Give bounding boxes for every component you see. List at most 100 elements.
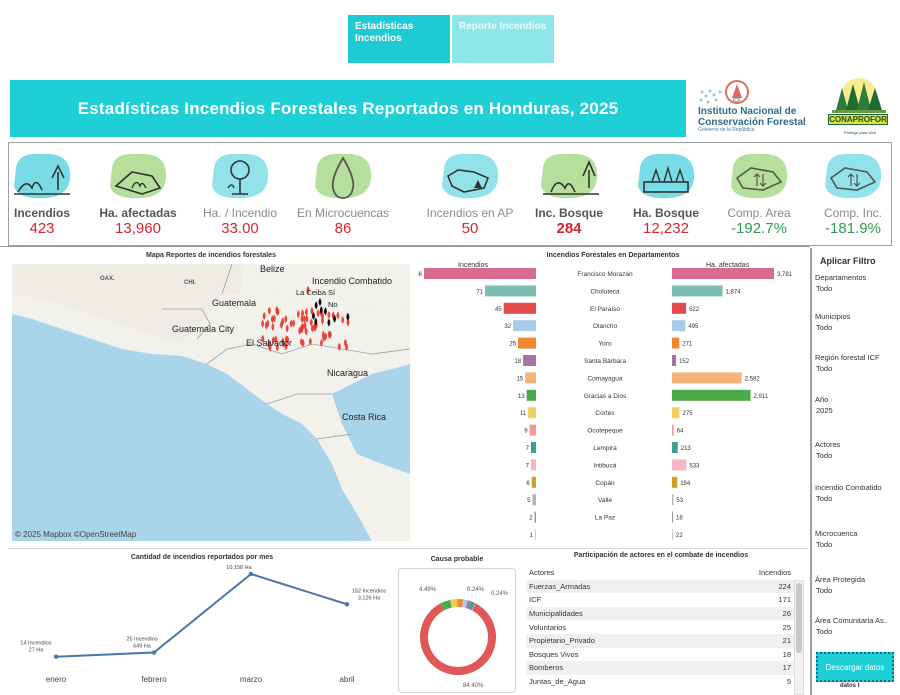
filter-label: Municipios bbox=[815, 312, 851, 321]
fire-marker bbox=[301, 309, 305, 318]
dept-ha-label: 2,582 bbox=[745, 376, 761, 382]
fire-marker-no bbox=[311, 312, 315, 321]
fire-marker bbox=[271, 322, 275, 331]
tab-reporte[interactable]: Reporte Incendios bbox=[452, 15, 554, 63]
dept-fires-bar bbox=[531, 476, 536, 488]
actor-name: Propietario_Privado bbox=[529, 636, 595, 646]
dept-fires-label: 13 bbox=[518, 394, 525, 400]
actors-row: Bosques Vivos 18 bbox=[526, 648, 794, 662]
dept-fires-bar bbox=[530, 459, 536, 471]
monthly-fires-label: 232 Incendios bbox=[222, 562, 256, 564]
map-label-nicaragua: Nicaragua bbox=[327, 368, 369, 378]
fire-marker-no bbox=[314, 301, 318, 310]
filter-dropdown[interactable]: Todo bbox=[816, 586, 833, 595]
kpi-ha-afectadas: Ha. afectadas 13,960 bbox=[88, 148, 188, 246]
actor-value: 171 bbox=[778, 595, 791, 605]
fire-map[interactable]: Belize OAX. CHI. Guatemala Guatemala Cit… bbox=[12, 264, 410, 541]
legend-marker-si bbox=[306, 286, 310, 294]
dept-ha-bar bbox=[672, 389, 751, 401]
fire-marker bbox=[316, 309, 320, 318]
filter-dropdown[interactable]: Todo bbox=[816, 323, 833, 332]
dept-name: Francisco Morazán bbox=[577, 271, 633, 278]
dept-name: Lempira bbox=[593, 445, 617, 452]
fire-marker bbox=[327, 330, 331, 339]
kpi-en-microcuencas: En Microcuencas 86 bbox=[293, 148, 393, 246]
kpi-comp-area: Comp. Area -192.7% bbox=[709, 148, 809, 246]
dept-fires-label: 15 bbox=[517, 376, 524, 382]
dept-fires-label: 7 bbox=[526, 463, 530, 469]
kpi-ha-incendio: Ha. / Incendio 33.00 bbox=[190, 148, 290, 246]
fire-markers bbox=[261, 286, 350, 352]
scroll-thumb[interactable] bbox=[796, 583, 802, 653]
dept-fires-bar bbox=[530, 442, 536, 453]
dept-name: Santa Bárbara bbox=[584, 358, 626, 365]
fire-marker bbox=[272, 314, 276, 323]
cause-slice bbox=[457, 599, 464, 608]
filter-dropdown[interactable]: Todo bbox=[816, 284, 833, 293]
filter-dropdown[interactable]: Todo bbox=[816, 364, 833, 373]
fire-marker-no bbox=[333, 314, 337, 323]
map-title: Mapa Reportes de incendios forestales bbox=[146, 252, 276, 259]
fire-marker bbox=[320, 316, 324, 325]
fire-marker bbox=[341, 316, 345, 325]
filter-label: Departamentos bbox=[815, 273, 867, 282]
map-credit: © 2025 Mapbox ©OpenStreetMap bbox=[15, 530, 137, 539]
actors-scrollbar[interactable] bbox=[794, 580, 804, 695]
actors-row: Voluntarios 25 bbox=[526, 620, 794, 634]
actors-row: Bomberos 17 bbox=[526, 661, 794, 675]
cause-slice bbox=[440, 599, 452, 611]
filter-dropdown[interactable]: 2025 bbox=[816, 406, 833, 415]
compare-area-icon bbox=[731, 153, 788, 199]
map-label-belize: Belize bbox=[260, 264, 285, 274]
fire-marker bbox=[296, 310, 300, 319]
conaprofor-name: CONAPROFOR bbox=[828, 114, 888, 125]
fire-marker-no bbox=[327, 318, 331, 327]
fire-marker bbox=[275, 306, 279, 315]
filter-label: Año bbox=[815, 395, 829, 404]
filter-dropdown[interactable]: Todo bbox=[816, 627, 833, 636]
actors-row: ICF 171 bbox=[526, 593, 794, 607]
cause-slice bbox=[468, 601, 475, 611]
actors-row: Fuerzas_Armadas 224 bbox=[526, 579, 794, 594]
dept-ha-label: 522 bbox=[689, 307, 700, 313]
dept-name: Gracias a Dios bbox=[584, 393, 627, 400]
monthly-point bbox=[248, 571, 254, 577]
monthly-axis-label: febrero bbox=[141, 675, 167, 684]
dept-fires-bar bbox=[523, 355, 536, 366]
dept-fires-label: 25 bbox=[509, 342, 516, 348]
monthly-point bbox=[151, 650, 157, 655]
fire-marker bbox=[261, 319, 265, 328]
protected-area-icon bbox=[442, 153, 499, 199]
fire-marker bbox=[319, 339, 323, 348]
dept-fires-bar bbox=[535, 529, 536, 540]
filter-title: Aplicar Filtro bbox=[820, 256, 876, 266]
download-button[interactable]: Descargar datos bbox=[816, 652, 894, 682]
dept-fires-bar bbox=[518, 337, 536, 349]
filter-dropdown[interactable]: Todo bbox=[816, 494, 833, 503]
map-legend-la-ceiba: La Ceiba bbox=[296, 288, 327, 297]
dept-name: Copán bbox=[595, 480, 615, 487]
dept-name: Intibucá bbox=[594, 462, 617, 469]
dept-name: Ocotepeque bbox=[587, 428, 623, 435]
filter-dropdown[interactable]: Todo bbox=[816, 540, 833, 549]
kpi-value: 284 bbox=[556, 220, 582, 237]
kpi-label: Comp. Inc. bbox=[823, 206, 883, 220]
actors-row: Propietario_Privado 21 bbox=[526, 633, 794, 648]
kpi-value: -181.9% bbox=[825, 220, 881, 237]
dept-fires-bar bbox=[526, 389, 536, 401]
dept-name: La Paz bbox=[595, 515, 615, 522]
dept-ha-label: 2,911 bbox=[754, 394, 769, 400]
tab-estadisticas[interactable]: Estadísticas Incendios bbox=[348, 15, 450, 63]
filter-dropdown[interactable]: Todo bbox=[816, 451, 833, 460]
fire-marker bbox=[262, 311, 266, 320]
map-legend-title: Incendio Combatido bbox=[312, 276, 393, 286]
compare-fires-icon bbox=[825, 153, 882, 199]
fire-marker bbox=[324, 332, 328, 341]
actors-table[interactable]: Actores Incendios Fuerzas_Armadas 224 ICF 1… bbox=[526, 566, 794, 695]
conaprofor-logo-icon: Protege para Vivir bbox=[832, 78, 886, 135]
fire-marker bbox=[304, 307, 308, 316]
cause-panel: 84.40% 4.49% 0.24% 0.24% bbox=[398, 568, 516, 693]
actor-name: Municipalidades bbox=[529, 609, 583, 619]
cause-slice bbox=[420, 603, 496, 675]
departments-title: Incendios Forestales en Departamentos bbox=[546, 252, 680, 259]
